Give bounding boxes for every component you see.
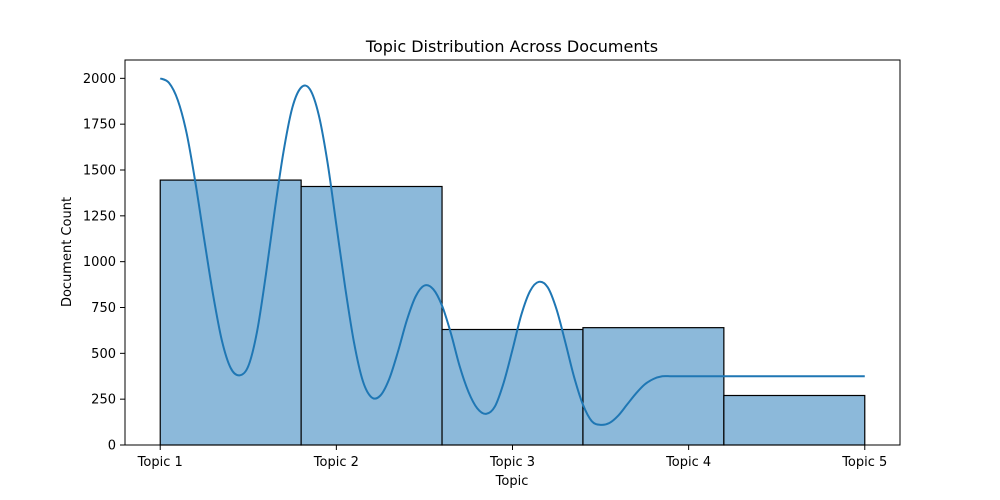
y-tick-label: 1750 [83,118,116,133]
chart-title: Topic Distribution Across Documents [365,37,658,56]
kde-group [159,77,865,426]
x-axis-label: Topic [495,474,529,489]
y-tick-label: 250 [91,393,116,408]
bar [159,179,302,446]
bar [723,394,866,446]
bars-group [159,179,866,446]
y-tick-label: 500 [91,347,116,362]
x-tick-label: Topic 5 [841,455,887,470]
x-tick-label: Topic 2 [313,455,359,470]
y-tick-label: 0 [108,439,116,454]
y-tick-label: 750 [91,301,116,316]
y-tick-label: 1250 [83,209,116,224]
bar [300,185,443,446]
y-tick-label: 2000 [83,72,116,87]
x-tick-label: Topic 4 [665,455,711,470]
axes-group: 0 250 500 750 1000 1250 1500 1750 2000 Topic 1 Top… [83,59,901,470]
x-tick-label: Topic 1 [137,455,183,470]
x-tick-label: Topic 3 [489,455,535,470]
y-tick-label: 1500 [83,164,116,179]
y-axis-label: Document Count [60,197,75,307]
bar [582,327,725,446]
kde-line [159,77,865,426]
y-tick-label: 1000 [83,255,116,270]
